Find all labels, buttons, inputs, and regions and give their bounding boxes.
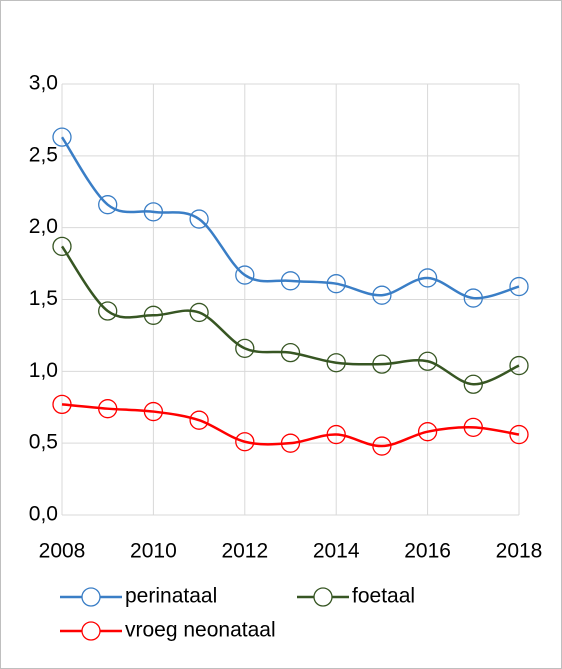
y-tick-label: 0,5 — [29, 431, 58, 454]
point-marker — [235, 338, 255, 358]
point-marker — [143, 401, 164, 422]
point-marker — [98, 301, 118, 321]
point-marker — [98, 399, 118, 419]
point-marker — [280, 271, 301, 291]
point-marker — [372, 285, 392, 305]
point-marker — [326, 424, 346, 445]
y-tick-label: 1,0 — [29, 359, 58, 382]
point-marker — [417, 422, 438, 442]
legend-label: vroeg neonataal — [125, 619, 276, 642]
point-marker — [143, 305, 164, 325]
point-marker — [509, 355, 529, 376]
legend-marker — [313, 587, 333, 607]
point-marker — [326, 353, 346, 373]
series-line — [60, 136, 520, 300]
point-marker — [52, 394, 72, 415]
point-marker — [280, 433, 301, 453]
point-marker — [189, 410, 209, 430]
point-marker — [372, 354, 392, 374]
point-marker — [463, 374, 483, 394]
point-marker — [143, 202, 164, 222]
point-marker — [189, 302, 209, 323]
x-tick-label: 2016 — [404, 540, 451, 563]
point-marker — [417, 268, 438, 288]
x-tick-label: 2012 — [221, 540, 268, 563]
point-marker — [372, 436, 392, 456]
point-marker — [417, 351, 438, 371]
point-marker — [52, 127, 72, 147]
x-tick-label: 2010 — [130, 540, 177, 563]
legend-label: foetaal — [352, 585, 415, 608]
point-marker — [463, 417, 483, 438]
legend-marker — [81, 587, 101, 607]
x-tick-label: 2018 — [496, 540, 543, 563]
point-marker — [235, 432, 255, 452]
point-marker — [509, 276, 529, 297]
point-marker — [189, 209, 209, 229]
series-line — [60, 245, 520, 386]
point-marker — [463, 288, 483, 308]
point-marker — [235, 265, 255, 285]
point-marker — [52, 236, 72, 256]
x-tick-label: 2008 — [39, 540, 86, 563]
x-tick-label: 2014 — [313, 540, 360, 563]
legend-label: perinataal — [125, 585, 217, 608]
point-marker — [98, 195, 118, 215]
y-tick-label: 2,0 — [29, 215, 58, 238]
y-tick-label: 2,5 — [29, 143, 58, 166]
y-tick-label: 1,5 — [29, 287, 58, 310]
point-marker — [326, 274, 346, 294]
point-marker — [280, 343, 301, 363]
series-line — [61, 403, 520, 448]
point-marker — [509, 424, 529, 445]
y-tick-label: 3,0 — [29, 72, 58, 95]
y-tick-label: 0,0 — [29, 503, 58, 526]
legend-marker — [81, 621, 101, 641]
